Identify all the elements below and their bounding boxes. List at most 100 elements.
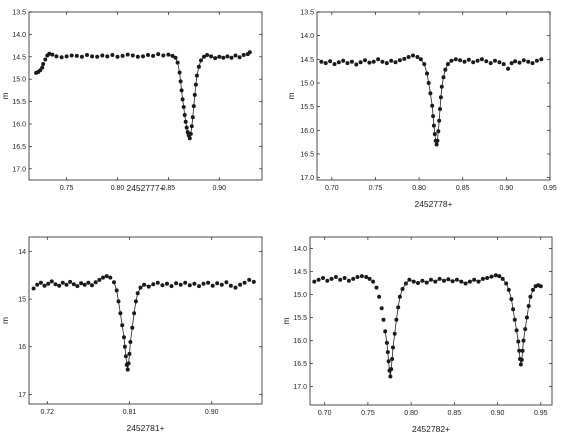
data-point: [363, 58, 367, 63]
data-point: [528, 294, 533, 299]
data-point: [523, 327, 528, 332]
data-point: [132, 311, 137, 316]
data-point: [196, 64, 201, 69]
data-point: [517, 60, 522, 65]
data-point: [213, 56, 218, 61]
data-point: [156, 52, 161, 57]
data-point: [531, 287, 535, 292]
data-point: [71, 282, 76, 287]
data-point: [497, 274, 502, 279]
data-point: [416, 281, 420, 285]
data-point: [316, 277, 321, 282]
data-point: [251, 279, 256, 284]
data-point: [480, 276, 485, 281]
data-point: [64, 54, 69, 59]
data-point: [110, 53, 115, 57]
data-point: [438, 107, 442, 111]
y-tick-label: 14: [18, 249, 26, 256]
data-point: [351, 276, 356, 281]
data-point: [425, 71, 429, 76]
data-point: [130, 53, 135, 58]
data-point: [178, 79, 183, 84]
data-point: [428, 91, 433, 96]
data-point: [430, 103, 435, 108]
y-tick-label: 17.0: [12, 166, 26, 173]
data-point: [215, 281, 220, 286]
data-point: [101, 275, 105, 280]
y-tick-label: 13.5: [300, 10, 314, 17]
data-point: [506, 66, 511, 71]
data-point: [354, 62, 359, 67]
x-axis-title: 2452777+: [126, 183, 164, 193]
data-point: [85, 53, 89, 57]
data-point: [521, 338, 526, 343]
data-point: [90, 283, 94, 288]
data-point: [82, 282, 87, 287]
data-point: [178, 282, 183, 287]
data-point: [114, 288, 119, 293]
data-point: [40, 65, 45, 70]
plot-frame: [28, 11, 263, 181]
data-point: [429, 277, 433, 282]
data-point: [364, 275, 369, 279]
x-tick-label: 0.90: [500, 185, 514, 192]
data-point: [53, 282, 58, 287]
data-point: [191, 104, 196, 109]
data-point: [371, 279, 376, 284]
plot-frame: [316, 11, 551, 181]
data-point: [199, 58, 203, 63]
y-tick-label: 14.0: [12, 32, 26, 39]
data-point: [120, 323, 125, 328]
data-point: [90, 54, 95, 59]
data-point: [179, 88, 184, 93]
data-point: [374, 285, 379, 290]
data-point: [484, 59, 489, 64]
data-point: [229, 55, 234, 60]
y-tick-label: 15: [18, 297, 26, 304]
data-point: [336, 60, 341, 65]
data-point: [367, 60, 372, 65]
data-point: [169, 284, 174, 289]
panel-lightcurve-2452781: 0.72 0.81 0.90 14 15 16 17 2452781+ m: [0, 236, 263, 433]
y-tick-label: 15.0: [293, 292, 307, 299]
data-point: [406, 55, 411, 59]
x-tick-label: 0.81: [123, 409, 137, 416]
data-point: [202, 54, 206, 59]
data-point: [516, 339, 521, 344]
y-axis-title: m: [281, 317, 291, 324]
data-point: [422, 62, 427, 67]
data-point: [165, 281, 169, 286]
data-point: [241, 53, 246, 57]
data-point: [526, 304, 531, 308]
data-point: [538, 284, 543, 289]
data-point: [493, 58, 497, 63]
data-point: [475, 58, 480, 63]
data-point: [210, 283, 215, 288]
data-point: [450, 279, 455, 284]
data-point: [173, 55, 178, 60]
data-point: [161, 53, 166, 58]
data-point: [247, 277, 252, 282]
data-point: [319, 59, 324, 64]
data-point: [46, 281, 51, 286]
data-point: [359, 274, 364, 279]
x-tick-label: 0.85: [162, 185, 176, 192]
data-point: [521, 58, 526, 63]
data-point: [439, 84, 444, 89]
data-point: [187, 136, 192, 141]
data-point: [462, 59, 467, 64]
data-point: [512, 317, 517, 322]
x-tick-label: 0.75: [369, 185, 383, 192]
data-point: [183, 119, 188, 124]
y-tick-label: 17.0: [300, 175, 314, 182]
data-point: [151, 53, 156, 58]
data-point: [170, 53, 175, 58]
data-point: [123, 354, 128, 359]
y-tick-label: 15.0: [300, 80, 314, 87]
y-axis-title: m: [0, 317, 10, 324]
data-point: [397, 58, 402, 63]
x-tick-label: 0.72: [40, 409, 54, 416]
data-point: [74, 53, 79, 58]
data-point: [50, 52, 55, 57]
data-point: [192, 92, 197, 97]
